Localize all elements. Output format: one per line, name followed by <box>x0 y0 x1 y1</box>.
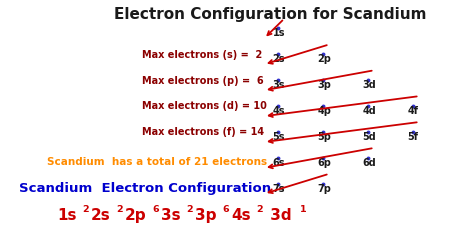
Text: 2: 2 <box>82 205 89 213</box>
Text: 6: 6 <box>153 205 159 213</box>
Text: 7s: 7s <box>273 184 285 194</box>
Text: 1s: 1s <box>273 28 285 39</box>
Text: Max electrons (s) =  2: Max electrons (s) = 2 <box>142 50 263 61</box>
Text: 3s: 3s <box>273 80 285 90</box>
Text: 3s: 3s <box>161 209 181 223</box>
Text: 5s: 5s <box>273 132 285 142</box>
Text: 3p: 3p <box>195 209 217 223</box>
Text: 4p: 4p <box>318 106 331 116</box>
Text: Scandium  has a total of 21 electrons: Scandium has a total of 21 electrons <box>47 157 267 167</box>
Text: 2s: 2s <box>273 54 285 64</box>
Text: 1s: 1s <box>57 209 76 223</box>
Text: Scandium  Electron Configuration: Scandium Electron Configuration <box>19 182 271 195</box>
Text: 2p: 2p <box>318 54 331 64</box>
Text: 5d: 5d <box>363 132 376 142</box>
Text: 4s: 4s <box>273 106 285 116</box>
Text: 1: 1 <box>300 205 306 213</box>
Text: 2: 2 <box>116 205 123 213</box>
Text: 2s: 2s <box>91 209 110 223</box>
Text: 6: 6 <box>223 205 229 213</box>
Text: 2: 2 <box>256 205 263 213</box>
Text: 4d: 4d <box>363 106 376 116</box>
Text: 6d: 6d <box>363 158 376 168</box>
Text: 3d: 3d <box>265 209 292 223</box>
Text: 3d: 3d <box>363 80 376 90</box>
Text: 3p: 3p <box>318 80 331 90</box>
Text: 7p: 7p <box>318 184 331 194</box>
Text: 4s: 4s <box>231 209 251 223</box>
Text: Max electrons (d) = 10: Max electrons (d) = 10 <box>142 101 267 111</box>
Text: 6s: 6s <box>273 158 285 168</box>
Text: 5p: 5p <box>318 132 331 142</box>
Text: 6p: 6p <box>318 158 331 168</box>
Text: Electron Configuration for Scandium: Electron Configuration for Scandium <box>114 7 427 22</box>
Text: 5f: 5f <box>408 132 419 142</box>
Text: 4f: 4f <box>408 106 419 116</box>
Text: 2p: 2p <box>125 209 146 223</box>
Text: Max electrons (f) = 14: Max electrons (f) = 14 <box>142 127 264 137</box>
Text: 2: 2 <box>186 205 193 213</box>
Text: Max electrons (p) =  6: Max electrons (p) = 6 <box>142 76 264 86</box>
